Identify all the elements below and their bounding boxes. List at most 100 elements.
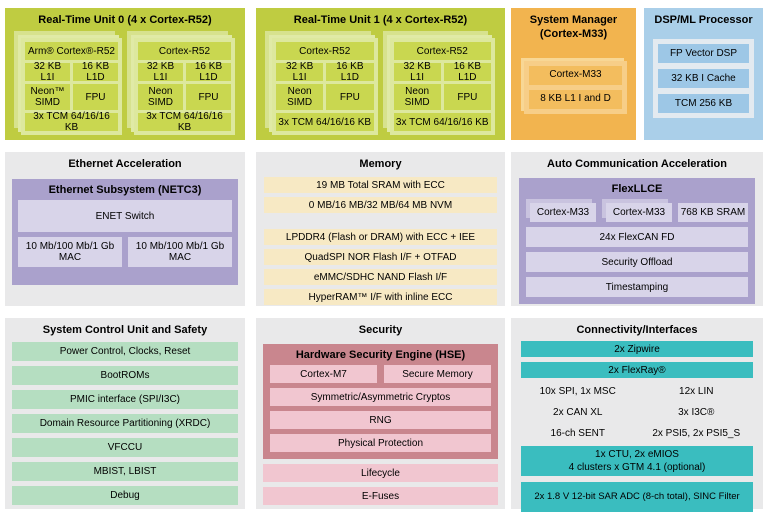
cpu-name: Cortex-M33 (529, 65, 622, 85)
rtu1-title: Real-Time Unit 1 (4 x Cortex-R52) (293, 14, 468, 26)
hse-card: Hardware Security Engine (HSE) Cortex-M7… (263, 344, 498, 460)
cpu-card-stack: Arm® Cortex®-R52 32 KB L1I 16 KB L1D Neo… (14, 31, 122, 136)
list-item: Debug (12, 486, 238, 506)
memory-row: LPDDR4 (Flash or DRAM) with ECC + IEE (264, 229, 497, 246)
lifecycle-row: Lifecycle (263, 464, 498, 483)
flexllce-card: FlexLLCE Cortex-M33 Cortex-M33 768 KB SR… (519, 178, 755, 305)
l1i-cache: 32 KB L1I (276, 61, 324, 83)
block-rtu0: Real-Time Unit 0 (4 x Cortex-R52) Arm® C… (5, 8, 245, 140)
hse-top-row: Cortex-M7 Secure Memory (270, 365, 491, 384)
flexcan-row: 24x FlexCAN FD (526, 227, 748, 248)
block-memory: Memory 19 MB Total SRAM with ECC 0 MB/16… (256, 152, 505, 306)
simd-unit: Neon SIMD (276, 84, 324, 111)
auto-comm-title: Auto Communication Acceleration (547, 158, 727, 170)
cpu-name: Cortex-M7 (270, 365, 377, 384)
block-connectivity: Connectivity/Interfaces 2x Zipwire 2x Fl… (511, 318, 763, 512)
m33-card: Cortex-M33 8 KB L1 I and D (524, 60, 627, 114)
netc3-card: Ethernet Subsystem (NETC3) ENET Switch 1… (12, 179, 238, 286)
simd-unit: Neon SIMD (393, 84, 441, 111)
mac-cell: 10 Mb/100 Mb/1 Gb MAC (18, 237, 122, 268)
l1d-cache: 16 KB L1D (443, 61, 491, 83)
flexllce-card-title: FlexLLCE (611, 183, 663, 196)
list-item: PMIC interface (SPI/I3C) (12, 390, 238, 410)
tcm-memory: 3x TCM 64/16/16 KB (138, 111, 231, 133)
l1d-cache: 16 KB L1D (326, 61, 374, 83)
list-item: Domain Resource Partitioning (XRDC) (12, 414, 238, 434)
cpu-card-stack: Cortex-R52 32 KB L1I 16 KB L1D Neon SIMD… (382, 31, 495, 136)
memory-rows: 19 MB Total SRAM with ECC 0 MB/16 MB/32 … (256, 174, 505, 306)
cpu-name: Cortex-M33 (606, 203, 672, 223)
cpu-name: Arm® Cortex®-R52 (25, 42, 118, 61)
m33-stack: Cortex-M33 (526, 199, 596, 223)
m33-card-stack: Cortex-M33 8 KB L1 I and D (521, 57, 627, 114)
connectivity-rows: 2x Zipwire 2x FlexRay® 10x SPI, 1x MSC 1… (511, 340, 763, 512)
list-item: Power Control, Clocks, Reset (12, 342, 238, 362)
fpu-unit: FPU (186, 84, 231, 111)
block-ethernet-acceleration: Ethernet Acceleration Ethernet Subsystem… (5, 152, 245, 306)
connectivity-grid: 10x SPI, 1x MSC 12x LIN 2x CAN XL 3x I3C… (521, 383, 753, 441)
block-system-control: System Control Unit and Safety Power Con… (5, 318, 245, 509)
memory-group-gap (264, 217, 497, 229)
fpu-unit: FPU (443, 84, 491, 111)
list-item: VFCCU (12, 438, 238, 458)
simd-unit: Neon SIMD (138, 84, 183, 111)
cpu-name: Cortex-R52 (276, 42, 374, 61)
l1i-cache: 32 KB L1I (393, 61, 441, 83)
memory-row: eMMC/SDHC NAND Flash I/F (264, 269, 497, 286)
dsp-ml-title: DSP/ML Processor (654, 14, 753, 26)
simd-unit: Neon™ SIMD (25, 84, 70, 111)
connectivity-title: Connectivity/Interfaces (576, 324, 698, 336)
cpu-card-stack: Cortex-R52 32 KB L1I 16 KB L1D Neon SIMD… (265, 31, 378, 136)
timer-row-line2: 4 clusters x GTM 4.1 (optional) (568, 462, 706, 474)
i3c-cell: 3x I3C® (678, 406, 715, 418)
l1-cache: 8 KB L1 I and D (529, 89, 622, 109)
cpu-card-stack: Cortex-R52 32 KB L1I 16 KB L1D Neon SIMD… (127, 31, 235, 136)
adc-row: 2x 1.8 V 12-bit SAR ADC (8-ch total), SI… (521, 482, 753, 512)
tcm-memory: 3x TCM 64/16/16 KB (393, 113, 491, 132)
ethernet-title: Ethernet Acceleration (68, 158, 182, 170)
fp-vector-dsp: FP Vector DSP (658, 44, 749, 64)
block-security: Security Hardware Security Engine (HSE) … (256, 318, 505, 509)
cpu-name: Cortex-R52 (393, 42, 491, 61)
timestamping-row: Timestamping (526, 277, 748, 298)
block-rtu1: Real-Time Unit 1 (4 x Cortex-R52) Cortex… (256, 8, 505, 140)
mac-cell: 10 Mb/100 Mb/1 Gb MAC (128, 237, 232, 268)
list-item: BootROMs (12, 366, 238, 386)
rtu0-title: Real-Time Unit 0 (4 x Cortex-R52) (38, 14, 212, 26)
fpu-unit: FPU (73, 84, 118, 111)
memory-row: QuadSPI NOR Flash I/F + OTFAD (264, 249, 497, 266)
block-system-manager: System Manager (Cortex-M33) Cortex-M33 8… (511, 8, 636, 140)
tcm-memory: TCM 256 KB (658, 94, 749, 114)
list-item: MBIST, LBIST (12, 462, 238, 482)
rtu0-cards: Arm® Cortex®-R52 32 KB L1I 16 KB L1D Neo… (5, 30, 245, 136)
memory-title: Memory (359, 158, 402, 170)
tcm-memory: 3x TCM 64/16/16 KB (25, 111, 118, 133)
cpu-name: Cortex-R52 (138, 42, 231, 61)
flexllce-top-row: Cortex-M33 Cortex-M33 768 KB SRAM (526, 199, 748, 223)
fpu-unit: FPU (326, 84, 374, 111)
l1i-cache: 32 KB L1I (25, 61, 70, 83)
l1d-cache: 16 KB L1D (73, 61, 118, 83)
rng-row: RNG (270, 411, 491, 430)
psi5-cell: 2x PSI5, 2x PSI5_S (652, 427, 741, 439)
cpu-card: Cortex-R52 32 KB L1I 16 KB L1D Neon SIMD… (134, 38, 235, 136)
l1d-cache: 16 KB L1D (186, 61, 231, 83)
spi-msc-cell: 10x SPI, 1x MSC (539, 385, 616, 397)
block-dsp-ml: DSP/ML Processor FP Vector DSP 32 KB I C… (644, 8, 763, 140)
i-cache: 32 KB I Cache (658, 69, 749, 89)
secure-memory-cell: Secure Memory (384, 365, 491, 384)
system-control-title: System Control Unit and Safety (42, 324, 208, 336)
cpu-card: Arm® Cortex®-R52 32 KB L1I 16 KB L1D Neo… (21, 38, 122, 136)
memory-row: HyperRAM™ I/F with inline ECC (264, 289, 497, 306)
m33-stack: Cortex-M33 (602, 199, 672, 223)
mac-row: 10 Mb/100 Mb/1 Gb MAC 10 Mb/100 Mb/1 Gb … (18, 237, 232, 268)
security-title: Security (358, 324, 403, 336)
enet-switch: ENET Switch (18, 200, 232, 233)
system-manager-title: System Manager (Cortex-M33) (529, 14, 618, 41)
rtu1-cards: Cortex-R52 32 KB L1I 16 KB L1D Neon SIMD… (256, 30, 505, 136)
l1i-cache: 32 KB L1I (138, 61, 183, 83)
physical-protection-row: Physical Protection (270, 434, 491, 453)
flexray-row: 2x FlexRay® (521, 362, 753, 379)
system-control-rows: Power Control, Clocks, Reset BootROMs PM… (5, 340, 245, 506)
